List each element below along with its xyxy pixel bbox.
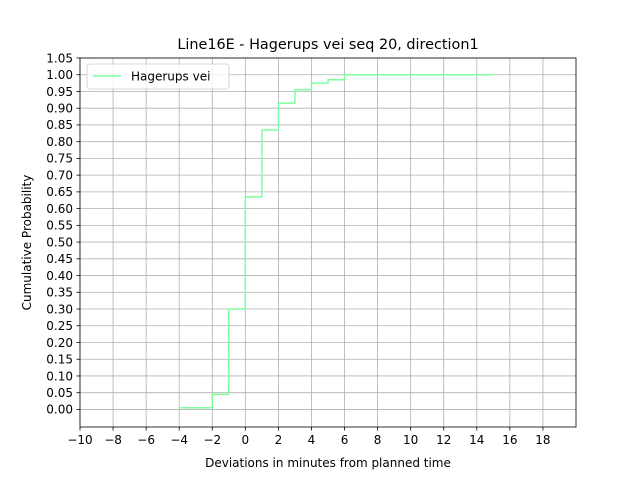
x-tick-label: 2 xyxy=(275,433,283,447)
y-tick-label: 0.15 xyxy=(46,353,73,367)
y-tick-label: 0.75 xyxy=(46,152,73,166)
plot-area-frame xyxy=(79,57,577,428)
legend: Hagerups vei xyxy=(86,63,230,90)
x-tick-label: 8 xyxy=(374,433,382,447)
y-tick-label: 0.50 xyxy=(46,235,73,249)
y-tick-label: 0.90 xyxy=(46,102,73,116)
x-tick-label: 12 xyxy=(436,433,451,447)
y-tick-label: 1.00 xyxy=(46,68,73,82)
x-tick-label: 18 xyxy=(535,433,550,447)
x-axis-label: Deviations in minutes from planned time xyxy=(205,456,451,470)
series-step-line xyxy=(179,73,494,409)
x-tick-label: 14 xyxy=(469,433,484,447)
x-tick-label: −2 xyxy=(203,433,221,447)
x-tick-label: −4 xyxy=(170,433,188,447)
y-tick-label: 0.70 xyxy=(46,168,73,182)
y-tick-label: 0.10 xyxy=(46,369,73,383)
y-tick-label: 0.40 xyxy=(46,269,73,283)
y-tick-label: 0.20 xyxy=(46,336,73,350)
y-tick-label: 1.05 xyxy=(46,51,73,65)
x-tick-label: 16 xyxy=(502,433,517,447)
y-tick-label: 0.30 xyxy=(46,302,73,316)
y-axis-ticks: 0.00 0.05 0.10 0.15 0.20 0.25 0.30 0.35 0.40 0.45… xyxy=(46,51,80,417)
x-tick-label: −8 xyxy=(104,433,122,447)
y-tick-label: 0.05 xyxy=(46,386,73,400)
x-tick-label: −10 xyxy=(67,433,92,447)
x-tick-label: 10 xyxy=(403,433,418,447)
x-tick-label: 4 xyxy=(308,433,316,447)
legend-box xyxy=(86,63,230,90)
y-tick-label: 0.85 xyxy=(46,118,73,132)
y-tick-label: 0.35 xyxy=(46,286,73,300)
y-tick-label: 0.80 xyxy=(46,135,73,149)
legend-label: Hagerups vei xyxy=(131,69,210,83)
x-axis-ticks: −10 −8 −6 −4 −2 0 2 4 6 8 10 12 14 16 18 xyxy=(67,427,551,447)
y-tick-label: 0.25 xyxy=(46,319,73,333)
y-tick-label: 0.00 xyxy=(46,403,73,417)
y-tick-label: 0.45 xyxy=(46,252,73,266)
y-tick-label: 0.55 xyxy=(46,219,73,233)
series-lines xyxy=(179,73,494,409)
y-tick-label: 0.60 xyxy=(46,202,73,216)
y-tick-label: 0.95 xyxy=(46,85,73,99)
y-tick-label: 0.65 xyxy=(46,185,73,199)
x-tick-label: 6 xyxy=(341,433,349,447)
x-tick-label: −6 xyxy=(137,433,155,447)
chart-title: Line16E - Hagerups vei seq 20, direction… xyxy=(177,37,478,53)
y-axis-label: Cumulative Probability xyxy=(20,175,34,311)
x-tick-label: 0 xyxy=(242,433,250,447)
